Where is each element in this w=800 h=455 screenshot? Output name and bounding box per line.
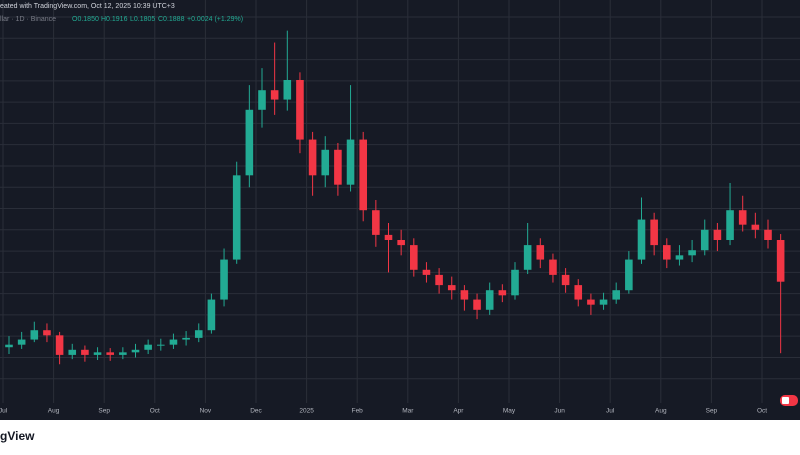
- candle-body: [447, 285, 456, 291]
- x-tick-label: Aug: [655, 408, 667, 415]
- x-tick-label: Nov: [200, 408, 212, 415]
- candle-body: [726, 210, 734, 240]
- candle-body: [473, 299, 481, 310]
- candle-body: [751, 224, 760, 230]
- candle-body: [106, 352, 114, 355]
- candle-body: [663, 245, 671, 260]
- candle-body: [574, 285, 583, 300]
- candle-body: [30, 330, 39, 340]
- candle-body: [5, 344, 13, 348]
- candle-body: [372, 210, 380, 235]
- candle-body: [561, 274, 570, 286]
- candle-body: [422, 269, 431, 275]
- candle-body: [460, 290, 469, 300]
- candle-body: [625, 259, 633, 291]
- candle-body: [270, 90, 279, 100]
- x-tick-label: Sep: [98, 408, 110, 415]
- candle-body: [612, 290, 620, 300]
- candle-body: [587, 299, 595, 305]
- candle-body: [321, 149, 330, 176]
- logo: gView: [0, 429, 35, 443]
- candle-body: [359, 139, 367, 211]
- candle-body: [536, 245, 545, 260]
- candle-body: [258, 90, 266, 110]
- candle-body: [182, 337, 190, 340]
- candle-body: [511, 269, 519, 296]
- candle-body: [131, 349, 140, 353]
- x-tick-label: Apr: [453, 408, 464, 415]
- candle-body: [194, 330, 203, 338]
- ohlc-close: C0.1888: [158, 16, 185, 23]
- candle-body: [93, 352, 102, 355]
- candle-body: [308, 139, 317, 176]
- candle-body: [435, 274, 443, 286]
- candle-body: [334, 149, 342, 185]
- candle-body: [764, 229, 772, 240]
- candle-body: [713, 229, 722, 240]
- candle-body: [549, 259, 557, 275]
- candle-body: [119, 352, 127, 355]
- candle-body: [738, 210, 747, 225]
- candle-body: [55, 335, 64, 355]
- candle-body: [410, 245, 418, 270]
- candle-body: [485, 290, 494, 310]
- ohlc-high: H0.1916: [101, 16, 128, 23]
- candle-body: [296, 80, 304, 140]
- candle-body: [346, 139, 355, 185]
- ohlc-low: L0.1805: [130, 16, 155, 23]
- x-tick-label: Mar: [402, 408, 414, 415]
- candle-body: [498, 290, 507, 296]
- candle-body: [397, 240, 405, 246]
- x-tick-label: Jul: [606, 408, 615, 415]
- candle-body: [43, 330, 51, 336]
- candle-body: [523, 245, 532, 270]
- candle-body: [220, 259, 228, 300]
- candle-body: [700, 229, 709, 251]
- symbol: llar · 1D · Binance: [0, 16, 56, 23]
- x-tick-label: Jun: [554, 408, 565, 415]
- x-tick-label: Aug: [48, 408, 60, 415]
- candle-body: [776, 240, 785, 282]
- candle-body: [232, 175, 241, 260]
- x-tick-label: 2025: [299, 408, 314, 415]
- candle-body: [144, 344, 152, 350]
- ohlc-change: +0.0024 (+1.29%): [187, 16, 243, 23]
- x-tick-label: Dec: [250, 408, 262, 415]
- candle-body: [169, 339, 178, 345]
- candle-body: [207, 299, 216, 331]
- flag-icon: [780, 395, 798, 406]
- candle-body: [637, 219, 646, 260]
- candle-body: [68, 349, 77, 355]
- x-tick-label: May: [503, 408, 516, 415]
- x-tick-label: Sep: [706, 408, 718, 415]
- candle-body: [157, 344, 165, 346]
- candle-body: [283, 80, 292, 100]
- candle-body: [675, 255, 684, 260]
- candle-body: [599, 299, 608, 305]
- candle-body: [81, 349, 89, 355]
- candle-body: [384, 234, 393, 240]
- x-tick-label: Feb: [352, 408, 364, 415]
- x-tick-label: Oct: [150, 408, 160, 415]
- candle-body: [650, 219, 658, 246]
- caption: eated with TradingView.com, Oct 12, 2025…: [0, 3, 175, 10]
- candle-body: [245, 109, 254, 176]
- ohlc-open: O0.1850: [72, 16, 99, 23]
- x-tick-label: Oct: [757, 408, 767, 415]
- x-tick-label: Jul: [0, 408, 8, 415]
- candle-body: [17, 339, 26, 345]
- candle-body: [688, 250, 696, 256]
